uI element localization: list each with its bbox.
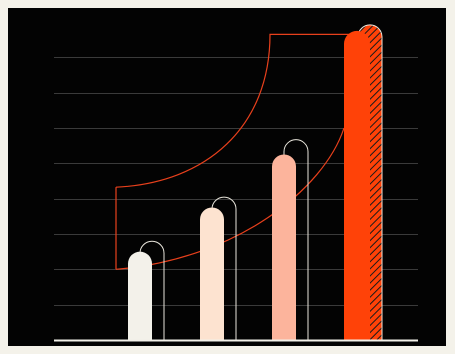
bar-3 xyxy=(272,154,296,340)
bars xyxy=(128,24,383,340)
bar-1 xyxy=(128,251,152,340)
bar-outline-1 xyxy=(139,240,165,340)
bar-2 xyxy=(200,207,224,340)
chart-frame xyxy=(8,8,446,346)
growth-curve-path xyxy=(115,33,350,270)
bar-4 xyxy=(344,30,370,340)
bar-outline-2 xyxy=(211,196,237,340)
bar-chart xyxy=(54,24,418,342)
growth-curve xyxy=(115,33,350,270)
bar-outline-3 xyxy=(283,139,309,340)
